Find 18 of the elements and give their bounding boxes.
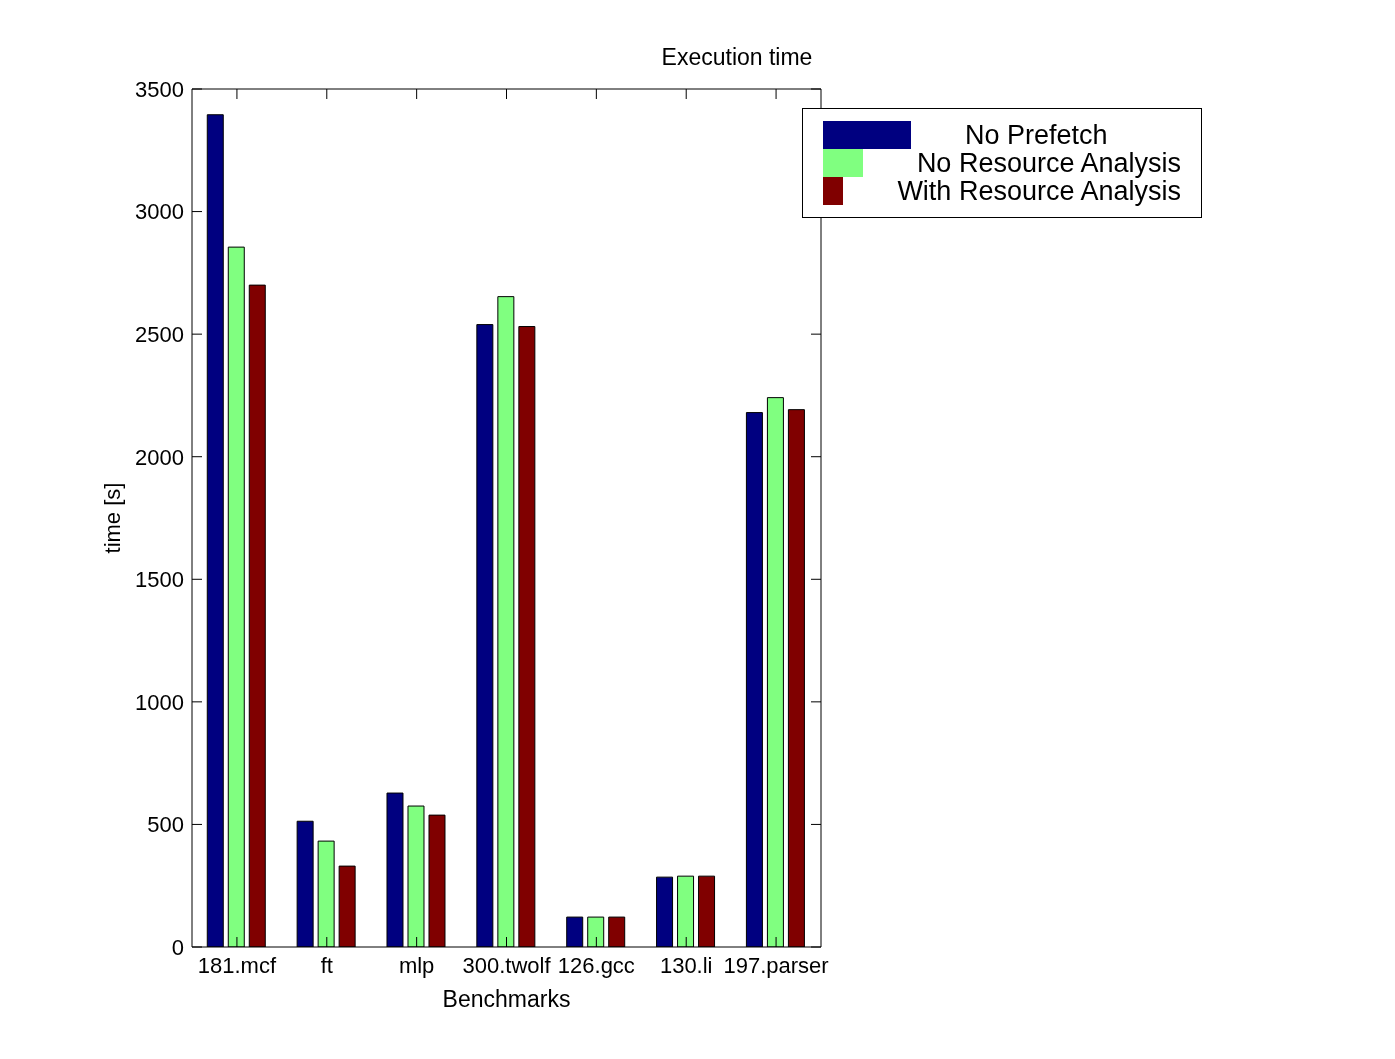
y-tick-label: 500 — [147, 812, 184, 838]
x-tick-label: ft — [320, 952, 333, 978]
y-tick-label: 1500 — [135, 567, 184, 593]
x-tick-label: 126.gcc — [557, 952, 635, 978]
chart-title: Execution time — [660, 44, 814, 71]
y-tick-label: 2500 — [135, 321, 184, 347]
y-tick-label: 3500 — [135, 76, 184, 102]
y-tick-label: 3000 — [135, 199, 184, 225]
y-tick-label: 0 — [171, 934, 184, 960]
y-tick-label: 1000 — [135, 689, 184, 715]
x-tick-label: 130.li — [659, 952, 713, 978]
y-axis-title: time [s] — [99, 482, 125, 554]
x-tick-label: mlp — [398, 952, 435, 978]
y-tick-label: 2000 — [135, 444, 184, 470]
x-axis-title: Benchmarks — [442, 986, 571, 1012]
x-tick-label: 197.parser — [723, 952, 829, 978]
x-tick-label: 181.mcf — [197, 952, 277, 978]
x-tick-label: 300.twolf — [462, 952, 552, 978]
